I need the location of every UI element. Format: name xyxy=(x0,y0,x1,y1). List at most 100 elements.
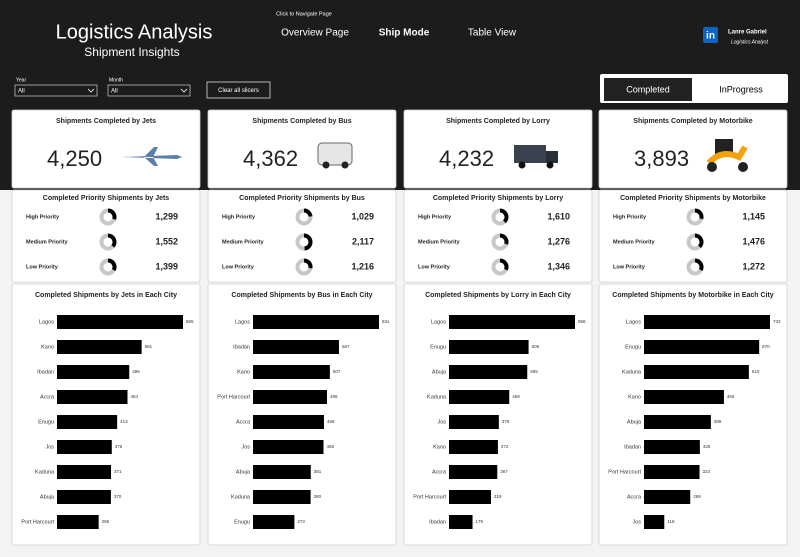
donut-arc xyxy=(499,208,509,224)
truck-icon xyxy=(514,145,546,163)
city-label: Enugu xyxy=(625,344,641,350)
slicer-box[interactable] xyxy=(14,84,98,97)
bar-value: 367 xyxy=(500,469,508,474)
bar xyxy=(57,340,142,354)
city-label: Kaduna xyxy=(622,369,642,375)
van-icon xyxy=(317,142,353,166)
priority-value: 1,346 xyxy=(547,261,570,271)
bike-box xyxy=(715,139,733,155)
priority-label: Medium Priority xyxy=(613,239,656,245)
bar-value: 733 xyxy=(773,319,781,324)
bar xyxy=(253,315,379,329)
bar-value: 507 xyxy=(333,369,341,374)
city-label: Kaduna xyxy=(35,469,55,475)
wheel xyxy=(707,162,717,172)
title: Logistics Analysis xyxy=(56,21,213,43)
city-label: Kano xyxy=(237,369,250,375)
bar-value: 376 xyxy=(115,444,123,449)
bar xyxy=(57,390,128,404)
card-title: Completed Priority Shipments by Motorbik… xyxy=(620,195,766,202)
bar-value: 118 xyxy=(667,519,675,524)
clear-button-label[interactable]: Clear all slicers xyxy=(218,88,259,94)
donut-arc xyxy=(499,258,509,271)
subtitle: Shipment Insights xyxy=(84,45,179,59)
clear-button[interactable] xyxy=(206,81,271,99)
priority-value: 1,552 xyxy=(155,236,178,246)
nav-link[interactable]: Table View xyxy=(468,28,517,39)
priority-value: 1,610 xyxy=(547,211,570,221)
bar-value: 286 xyxy=(102,519,110,524)
priority-value: 1,029 xyxy=(351,211,374,221)
city-label: Port Harcourt xyxy=(608,469,641,475)
priority-label: Medium Priority xyxy=(26,239,69,245)
author: Lanre Gabriel xyxy=(728,30,767,36)
bar xyxy=(449,490,491,504)
bar xyxy=(57,465,112,479)
kpi-value: 4,250 xyxy=(47,146,102,171)
card-title: Shipments Completed by Bus xyxy=(252,118,351,125)
priority-label: High Priority xyxy=(418,214,452,220)
bar-value: 958 xyxy=(578,319,586,324)
bar xyxy=(253,340,339,354)
city-label: Abuja xyxy=(40,494,55,500)
nav-link[interactable]: Overview Page xyxy=(281,28,349,39)
card-title: Completed Priority Shipments by Lorry xyxy=(433,195,563,202)
bar-value: 273 xyxy=(297,519,305,524)
city-label: Accra xyxy=(40,394,55,400)
bar-value: 372 xyxy=(501,444,509,449)
bar xyxy=(644,440,700,454)
toggle-active[interactable] xyxy=(604,78,692,101)
kpi-value: 3,893 xyxy=(634,146,689,171)
donut-arc xyxy=(694,258,704,271)
city-label: Abuja xyxy=(236,469,251,475)
slicer-value[interactable]: All xyxy=(18,89,25,95)
priority-label: High Priority xyxy=(26,214,60,220)
city-label: Kano xyxy=(433,444,446,450)
city-label: Lagos xyxy=(431,319,446,325)
bar xyxy=(449,340,529,354)
priority-value: 1,216 xyxy=(351,261,374,271)
bar-value: 605 xyxy=(532,344,540,349)
bar xyxy=(253,465,311,479)
card-title: Shipments Completed by Motorbike xyxy=(633,118,753,125)
toggle-option[interactable]: Completed xyxy=(626,84,670,94)
linkedin-icon[interactable]: in xyxy=(706,31,715,42)
priority-value: 1,476 xyxy=(742,236,765,246)
bar xyxy=(644,515,665,529)
bar-value: 323 xyxy=(703,469,711,474)
kpi-value: 4,232 xyxy=(439,146,494,171)
slicer-value[interactable]: All xyxy=(111,89,118,95)
slicer-box[interactable] xyxy=(107,84,191,97)
bar xyxy=(253,390,327,404)
donut-arc xyxy=(499,233,509,245)
card-title: Completed Priority Shipments by Bus xyxy=(239,195,365,202)
bar-value: 831 xyxy=(382,319,390,324)
card-title: Completed Shipments by Motorbike in Each… xyxy=(612,292,774,299)
wheel xyxy=(518,161,526,169)
slicer-chevron xyxy=(87,88,95,93)
card-title: Completed Shipments by Jets in Each City xyxy=(35,292,177,299)
priority-label: Low Priority xyxy=(613,264,646,270)
city-label: Kano xyxy=(628,394,641,400)
bar-value: 381 xyxy=(314,469,322,474)
city-label: Jos xyxy=(632,519,641,525)
priority-label: High Priority xyxy=(222,214,256,220)
bar-value: 465 xyxy=(727,394,735,399)
city-label: Port Harcourt xyxy=(217,394,250,400)
bar xyxy=(253,365,330,379)
city-label: Lagos xyxy=(235,319,250,325)
donut-arc xyxy=(107,208,117,220)
toggle-option[interactable]: InProgress xyxy=(719,84,763,94)
bar xyxy=(57,415,118,429)
linkedin-badge[interactable] xyxy=(703,27,718,43)
nav-link[interactable]: Ship Mode xyxy=(379,28,430,39)
bar-value: 389 xyxy=(714,419,722,424)
bar-value: 465 xyxy=(327,444,335,449)
bar-value: 413 xyxy=(120,419,128,424)
priority-label: Low Priority xyxy=(418,264,451,270)
donut-arc xyxy=(694,208,704,220)
bar xyxy=(449,440,498,454)
bar-value: 458 xyxy=(512,394,520,399)
bar-value: 865 xyxy=(186,319,194,324)
